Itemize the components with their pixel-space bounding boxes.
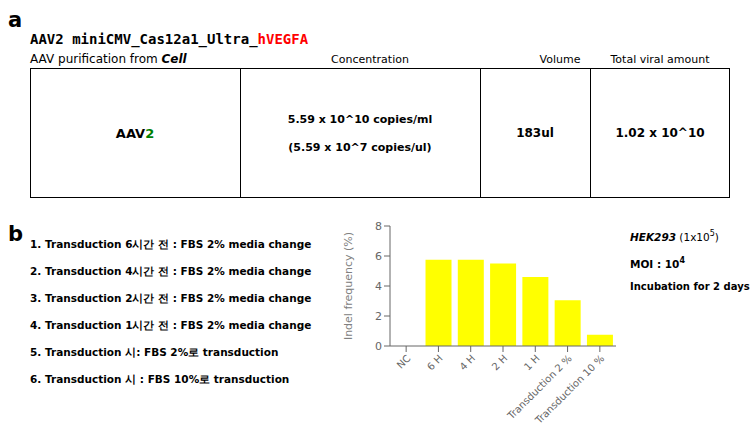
svg-text:4 H: 4 H — [457, 353, 477, 373]
html-text:(5.59 x 10^7 copies/ul): (5.59 x 10^7 copies/ul) — [288, 140, 432, 154]
svg-text:Transduction 10 %: Transduction 10 % — [532, 353, 606, 427]
svg-text:4: 4 — [375, 280, 382, 293]
svg-text:8: 8 — [375, 220, 382, 233]
svg-text:6 H: 6 H — [425, 353, 445, 373]
html-text:HEK293 (1x10: HEK293 (1x10 — [630, 230, 710, 243]
html-text:4: 4 — [679, 256, 685, 265]
html-text:6. Transduction 시 : FBS 10%로 t: 6. Transduction 시 : FBS 10%로 transductio… — [30, 373, 290, 385]
html-text:AAV2 miniCMV_Cas12a1_Ultra_ hV: AAV2 miniCMV_Cas12a1_Ultra_ hVEGFA — [30, 31, 309, 47]
svg-text:1 H: 1 H — [522, 353, 542, 373]
svg-text:NC: NC — [395, 353, 413, 371]
html-text:183ul: 183ul — [516, 126, 554, 140]
html-text:1.02 x 10^10: 1.02 x 10^10 — [615, 126, 705, 140]
html-text:3. Transduction 2시간 전 : FBS 2%: 3. Transduction 2시간 전 : FBS 2% media cha… — [30, 292, 312, 304]
html-text:5.59 x 10^10 copies/ml: 5.59 x 10^10 copies/ml — [287, 112, 433, 126]
html-text:b 1. Transduction 6시간 전 : FBS: b 1. Transduction 6시간 전 : FBS 2% media c… — [8, 222, 312, 250]
html-text:2. Transduction 4시간 전 : FBS 2%: 2. Transduction 4시간 전 : FBS 2% media cha… — [30, 265, 312, 277]
html-text:AAV 2: AAV 2 — [115, 125, 155, 141]
html-text:a: a — [8, 8, 23, 32]
html-text:Total viral amount: Total viral amount — [610, 52, 710, 66]
svg-text:2 H: 2 H — [490, 353, 510, 373]
svg-text:6: 6 — [375, 250, 382, 263]
html-text:5): 5) — [709, 229, 719, 243]
svg-text:Transduction 2 %: Transduction 2 % — [505, 352, 574, 422]
html-text:4. Transduction 1시간 전 : FBS 2%: 4. Transduction 1시간 전 : FBS 2% media cha… — [30, 319, 312, 331]
svg-text:Indel frequency (%): Indel frequency (%) — [342, 232, 355, 340]
html-text:Concentration: Concentration — [331, 52, 409, 66]
html-text:Volume: Volume — [539, 52, 581, 66]
svg-text:2: 2 — [375, 310, 382, 323]
html-text:MOI : 10: MOI : 10 — [630, 257, 680, 270]
html-text:AAV purification from Cell: AAV purification from Cell — [30, 52, 187, 66]
svg-text:0: 0 — [375, 340, 382, 353]
html-text:5. Transduction 시: FBS 2%로 tra: 5. Transduction 시: FBS 2%로 transduction — [30, 346, 279, 358]
html-text:Incubation for 2 days: Incubation for 2 days — [630, 281, 750, 292]
